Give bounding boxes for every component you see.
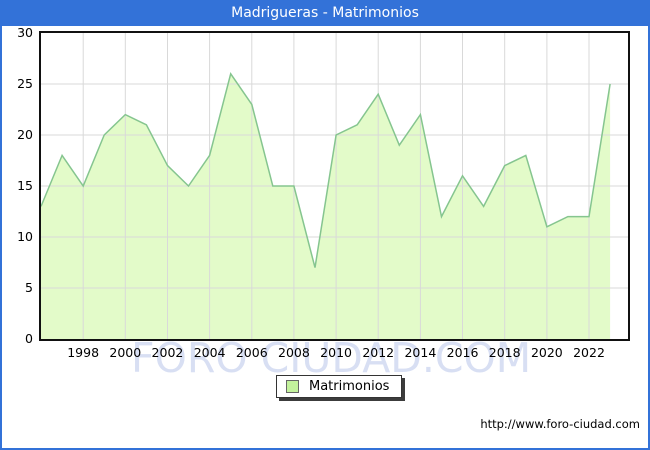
x-tick-label: 2002 [151,345,184,360]
legend-label: Matrimonios [309,379,390,394]
y-tick-label: 10 [17,229,33,244]
x-tick-label: 1998 [67,345,100,360]
x-tick-label: 2012 [362,345,395,360]
x-tick-label: 2018 [488,345,521,360]
x-tick-label: 2000 [109,345,142,360]
area-outline [41,72,611,268]
area-chart [41,33,628,339]
x-tick-label: 2010 [320,345,352,360]
x-tick-label: 2014 [404,345,437,360]
x-tick-label: 2006 [235,345,268,360]
x-tick-label: 2008 [278,345,310,360]
plot-area [39,31,630,341]
x-tick-label: 2022 [573,345,605,360]
y-tick-label: 5 [25,280,33,295]
area-fill [41,73,611,339]
footer-url: http://www.foro-ciudad.com [480,417,640,431]
legend-swatch-icon [286,380,299,393]
y-tick-label: 0 [25,331,33,346]
x-tick-label: 2016 [446,345,479,360]
y-tick-label: 15 [17,178,33,193]
x-tick-label: 2004 [193,345,226,360]
y-tick-label: 25 [17,76,33,91]
chart-title: Madrigueras - Matrimonios [0,0,650,26]
y-tick-label: 30 [17,25,33,40]
x-tick-label: 2020 [530,345,563,360]
y-tick-label: 20 [17,127,33,142]
legend: Matrimonios [276,375,403,398]
